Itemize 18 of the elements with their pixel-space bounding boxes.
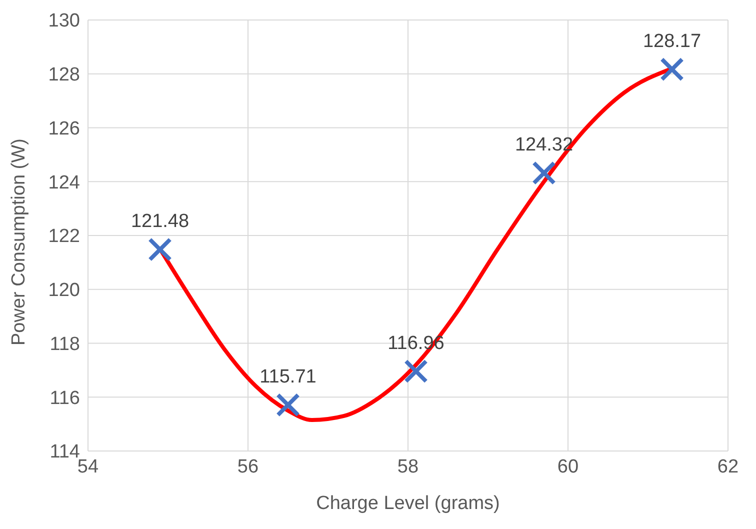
y-tick-label: 128 <box>48 64 80 86</box>
x-tick-label: 58 <box>397 456 419 478</box>
y-axis-title: Power Consumption (W) <box>8 138 30 346</box>
x-axis-title: Charge Level (grams) <box>316 493 500 514</box>
y-tick-label: 122 <box>48 226 80 248</box>
data-label: 121.48 <box>130 210 190 232</box>
x-tick-label: 62 <box>717 456 739 478</box>
x-tick-label: 56 <box>237 456 259 478</box>
data-label: 128.17 <box>642 30 702 52</box>
y-tick-label: 130 <box>48 10 80 32</box>
data-label: 115.71 <box>260 366 316 388</box>
x-tick-label: 54 <box>77 456 99 478</box>
y-tick-label: 118 <box>50 334 80 355</box>
x-tick-label: 60 <box>557 456 579 478</box>
y-tick-label: 116 <box>50 388 80 409</box>
y-tick-label: 124 <box>48 172 80 194</box>
y-tick-label: 120 <box>48 280 80 302</box>
y-tick-label: 126 <box>48 118 80 140</box>
